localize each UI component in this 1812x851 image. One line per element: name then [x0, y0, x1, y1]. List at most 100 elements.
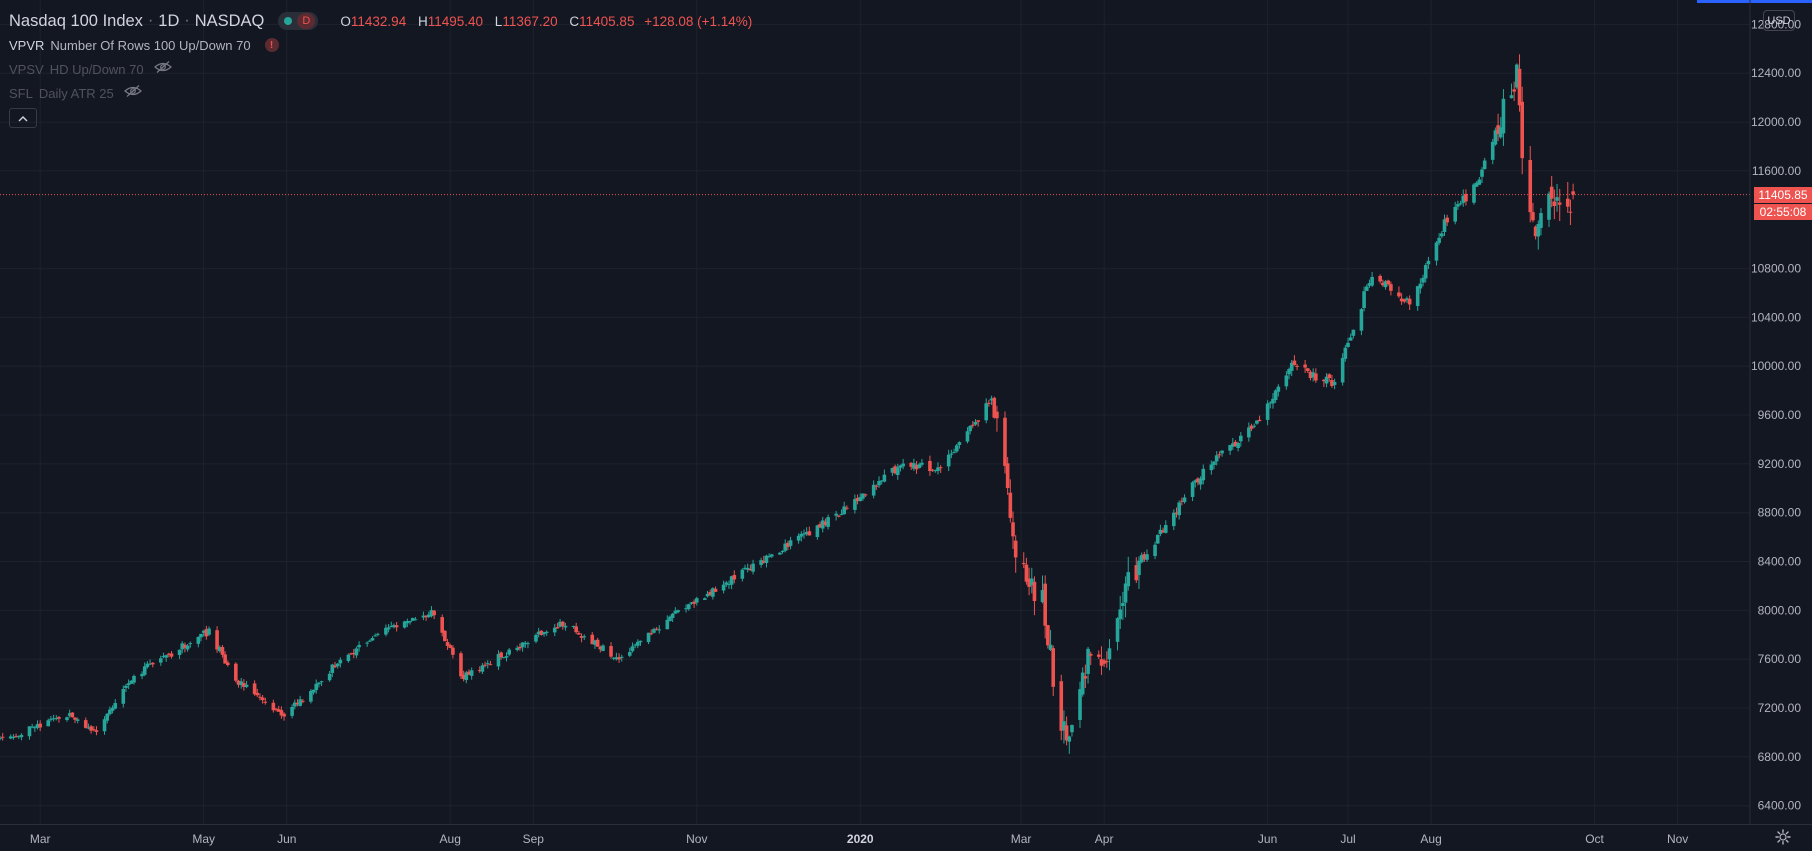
candle-up — [27, 726, 32, 740]
candle-body — [292, 702, 297, 707]
time-scale[interactable]: Mar May Jun Aug Sep Nov 2020 Mar Apr Jun Jul Aug Oct… — [30, 832, 1688, 846]
candle-body — [1340, 357, 1345, 383]
candle-up — [638, 640, 643, 646]
candle-body — [1386, 280, 1391, 285]
market-status-badge[interactable]: D — [278, 12, 319, 30]
candle-body — [614, 657, 619, 660]
candle-body — [764, 555, 769, 563]
candle-body — [780, 550, 785, 552]
candle-body — [552, 627, 557, 633]
candle-up — [652, 627, 656, 634]
candle-up — [1247, 422, 1251, 442]
candle-up — [142, 662, 147, 677]
candle-body — [330, 664, 335, 673]
collapse-legend-button[interactable] — [9, 108, 37, 128]
candle-body — [1287, 369, 1291, 375]
indicator-row-vpsv[interactable]: VPSV HD Up/Down 70 — [9, 58, 752, 80]
candle-down — [1024, 557, 1029, 585]
candle-up — [185, 644, 190, 652]
candle-body — [930, 469, 935, 471]
price-tick-label: 6800.00 — [1758, 750, 1802, 764]
eye-hidden-icon[interactable] — [123, 84, 142, 103]
candle-down — [263, 697, 268, 705]
candle-body — [1418, 283, 1423, 289]
currency-button[interactable]: USD — [1763, 10, 1795, 31]
candle-down — [1051, 645, 1056, 697]
candle-body — [1201, 468, 1206, 481]
candle-down — [73, 717, 77, 724]
candle-body — [346, 654, 351, 662]
candle-down — [1512, 81, 1516, 101]
candle-up — [145, 661, 150, 669]
last-price-label: 11405.85 — [1754, 186, 1812, 203]
candle-body — [1193, 480, 1198, 483]
candle-down — [483, 661, 487, 668]
candle-body — [368, 640, 372, 642]
candle-body — [432, 610, 436, 616]
candle-down — [70, 712, 75, 718]
candle-body — [689, 602, 694, 604]
candle-up — [480, 663, 485, 675]
candle-up — [158, 655, 163, 666]
candle-down — [1397, 286, 1401, 298]
candle-up — [504, 652, 509, 662]
candle-body — [823, 521, 828, 525]
candle-body — [1239, 435, 1243, 442]
candle-up — [751, 559, 755, 575]
candle-body — [1311, 372, 1315, 378]
candle-up — [796, 533, 801, 544]
candle-body — [1153, 544, 1157, 557]
candle-up — [113, 699, 118, 710]
candle-body — [1217, 454, 1222, 456]
price-tick-label: 12000.00 — [1751, 115, 1801, 129]
candle-up — [901, 458, 905, 470]
candle-body — [1445, 217, 1449, 223]
candle-body — [496, 654, 501, 667]
candle-body — [91, 729, 96, 731]
gear-icon[interactable] — [1775, 829, 1791, 850]
candle-up — [673, 607, 678, 614]
candle-up — [759, 557, 763, 568]
open-value: 11432.94 — [350, 13, 407, 29]
candle-up — [727, 580, 731, 589]
candle-up — [1137, 556, 1141, 590]
candle-up — [201, 630, 206, 637]
candle-body — [161, 656, 166, 658]
indicator-row-vpvr[interactable]: VPVR Number Of Rows 100 Up/Down 70 ! — [9, 34, 752, 56]
candle-body — [1415, 286, 1420, 307]
price-scale[interactable]: 12800.0012400.0012000.0011600.0010800.00… — [1751, 17, 1801, 812]
candle-up — [376, 632, 380, 637]
candle-up — [65, 716, 69, 722]
candle-body — [461, 674, 466, 679]
candle-body — [424, 615, 428, 618]
candle-up — [346, 653, 351, 663]
candle-body — [1461, 195, 1466, 203]
candle-body — [1490, 141, 1495, 160]
candle-body — [686, 604, 691, 610]
candle-body — [1268, 402, 1273, 404]
symbol-name[interactable]: Nasdaq 100 Index — [9, 11, 143, 30]
candle-body — [0, 738, 2, 740]
candle-up — [335, 663, 340, 669]
candle-down — [38, 720, 42, 732]
candle-body — [1083, 676, 1088, 679]
candle-down — [1064, 716, 1069, 746]
candle-up — [1193, 479, 1198, 488]
candle-up — [357, 641, 361, 652]
candle-body — [1348, 337, 1353, 341]
candle-down — [1196, 477, 1200, 486]
candle-body — [1330, 380, 1334, 386]
eye-hidden-icon[interactable] — [153, 60, 172, 79]
candle-up — [11, 734, 16, 740]
candle-down — [555, 622, 560, 629]
candle-down — [1027, 567, 1031, 596]
candle-up — [668, 615, 672, 622]
candle-down — [1174, 507, 1179, 518]
interval-label[interactable]: 1D — [158, 11, 180, 30]
candle-body — [239, 681, 243, 686]
error-icon[interactable]: ! — [264, 38, 279, 52]
low-label: L — [494, 13, 503, 29]
indicator-row-sfl[interactable]: SFL Daily ATR 25 — [9, 82, 752, 104]
candle-up — [946, 449, 951, 472]
